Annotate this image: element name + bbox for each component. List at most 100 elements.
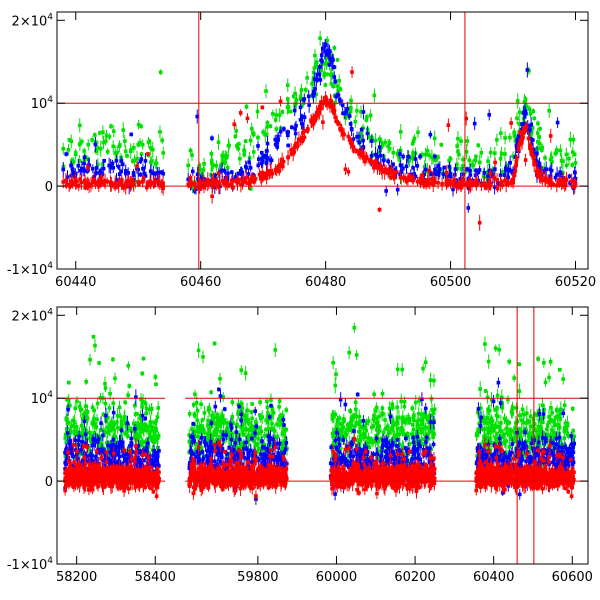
green-point [530,424,535,428]
green-point [541,420,545,425]
red-point [230,182,234,187]
red-point [278,99,283,104]
blue-point [516,138,520,143]
green-point [431,411,436,415]
green-point [487,408,492,413]
green-point [479,419,484,423]
green-point [565,421,570,425]
red-point [217,185,221,190]
green-point [161,151,165,155]
red-point [93,181,98,186]
green-point [380,143,385,147]
green-point [389,438,393,443]
green-point [387,141,392,145]
green-point [249,424,253,429]
blue-point [317,72,322,76]
green-point [103,386,108,390]
red-point [332,110,336,115]
green-point [461,163,466,168]
red-point [470,183,474,188]
green-point [352,413,356,418]
green-point [204,438,209,443]
blue-point [159,170,164,175]
green-point [133,179,138,184]
green-point [448,156,453,161]
green-point [314,92,318,97]
blue-point [375,154,380,159]
red-point [210,194,214,199]
red-point [157,182,162,186]
blue-point [327,49,332,53]
green-point [202,411,207,415]
green-point [347,350,351,355]
green-point [390,426,394,431]
blue-point [273,137,278,142]
green-point [384,426,388,431]
green-point [525,411,529,416]
green-point [208,424,213,428]
green-point [190,186,195,190]
green-point [147,407,152,412]
red-point [137,182,141,187]
blue-point [332,75,337,79]
top-xtick-label: 60440 [55,275,96,290]
green-point [553,423,557,427]
blue-point [65,175,70,179]
red-point [477,220,482,225]
red-point [205,177,210,182]
green-point [549,418,553,422]
blue-point [93,171,98,175]
blue-point [151,171,156,176]
green-point [143,401,148,406]
blue-point [269,158,274,163]
red-point [328,98,333,103]
blue-point [222,169,227,173]
green-point [336,428,340,432]
green-point [366,419,371,423]
green-point [461,157,465,162]
green-point [196,348,201,353]
green-point [413,400,418,405]
green-point [378,138,383,142]
green-point [507,359,512,364]
green-point [509,410,514,414]
red-point [126,179,131,184]
blue-point [433,167,437,172]
green-point [503,152,507,156]
green-point [269,398,273,402]
green-point [254,427,259,432]
green-point [411,139,416,143]
red-point [187,183,191,188]
green-point [357,422,361,427]
green-point [528,112,533,116]
red-point [122,186,126,190]
blue-point [438,167,442,171]
red-point [340,130,345,135]
green-point [373,438,378,443]
red-point [371,161,375,165]
red-point [351,144,355,149]
blue-point [247,160,251,164]
green-point [379,437,383,441]
green-point [459,139,463,143]
blue-point [369,154,374,158]
green-point [562,403,567,408]
green-point [371,440,375,444]
green-point [107,134,112,139]
blue-point [293,131,298,136]
red-point [231,185,235,190]
green-point [349,423,354,428]
blue-point [312,91,317,96]
green-point [368,113,373,118]
green-point [536,121,540,126]
blue-point [553,175,558,180]
green-point [187,433,192,437]
blue-point [413,157,418,161]
green-point [416,423,420,428]
green-point [366,436,371,440]
blue-point [317,65,322,69]
green-point [344,114,349,118]
red-point [248,182,252,186]
red-point [221,178,225,183]
green-point [210,437,215,441]
